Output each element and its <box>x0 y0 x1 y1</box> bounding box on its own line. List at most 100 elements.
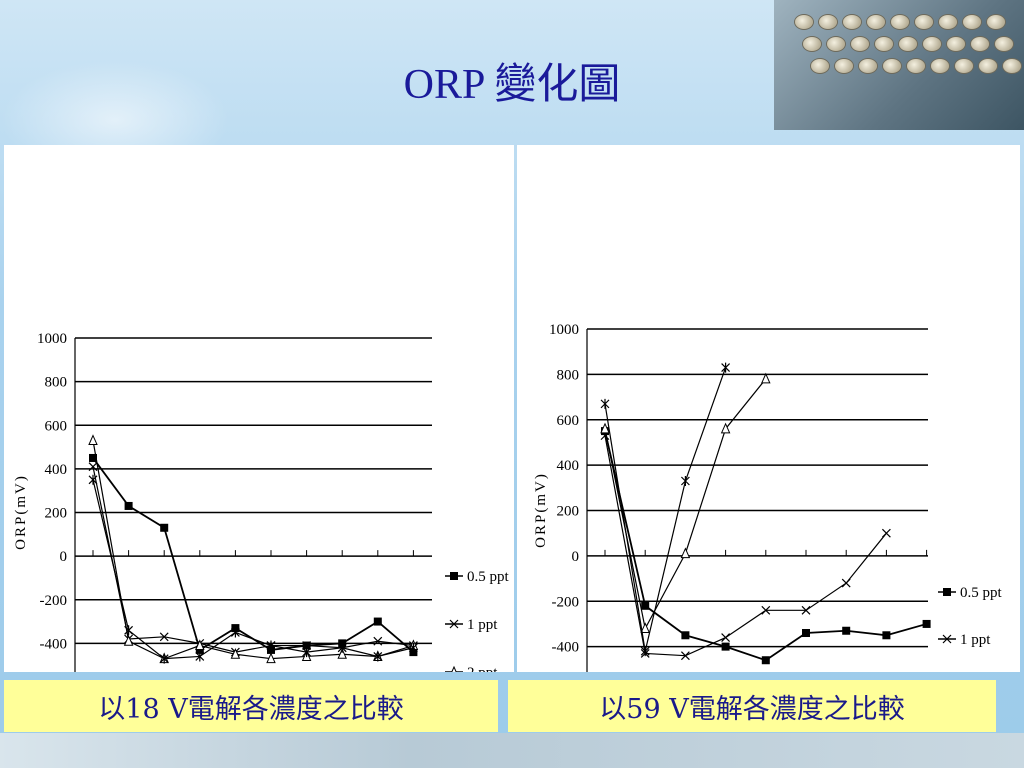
y-tick-label: -400 <box>40 636 68 652</box>
typewriter-key <box>850 36 870 52</box>
typewriter-key <box>802 36 822 52</box>
marker-star <box>195 651 205 662</box>
legend-label: 1 ppt <box>467 617 498 633</box>
series-line-2-ppt <box>604 378 767 631</box>
marker-triangle <box>88 434 98 446</box>
typewriter-key <box>954 58 974 74</box>
marker-star <box>408 642 418 653</box>
marker-star <box>266 640 276 651</box>
y-tick-label: 600 <box>45 418 68 434</box>
marker-triangle <box>266 652 276 664</box>
marker-triangle <box>600 422 610 434</box>
series-line-0-5-ppt <box>92 457 414 653</box>
y-tick-label: -400 <box>552 640 580 656</box>
typewriter-key <box>826 36 846 52</box>
typewriter-key <box>914 14 934 30</box>
marker-star <box>337 642 347 653</box>
caption-18v: 以18 V電解各濃度之比較 <box>4 680 498 732</box>
marker-square <box>842 626 851 635</box>
orp-chart-18v: 10008006004002000-200-400-60005101520253… <box>13 331 510 672</box>
marker-x <box>88 462 98 472</box>
marker-square <box>641 601 650 610</box>
y-tick-label: 1000 <box>37 331 67 347</box>
marker-x <box>881 528 891 538</box>
typewriter-key <box>986 14 1006 30</box>
typewriter-key <box>994 36 1014 52</box>
typewriter-key <box>962 14 982 30</box>
marker-square <box>761 656 770 665</box>
orp-chart-59v: 10008006004002000-200-400-60005101520253… <box>533 322 1003 672</box>
marker-x <box>680 651 690 661</box>
newspaper-image <box>0 733 1024 768</box>
slide-title: ORP 變化圖 <box>403 62 621 108</box>
marker-star <box>640 646 650 657</box>
marker-x <box>721 633 731 642</box>
marker-star <box>230 627 240 638</box>
typewriter-key <box>794 14 814 30</box>
series-line-3-ppt <box>604 367 727 652</box>
marker-triangle <box>680 547 691 559</box>
marker-x <box>373 636 383 646</box>
typewriter-key <box>930 58 950 74</box>
legend-label: 0.5 ppt <box>960 585 1003 601</box>
typewriter-key <box>874 36 894 52</box>
typewriter-key <box>906 58 926 74</box>
typewriter-keys <box>784 8 1022 88</box>
marker-square <box>124 501 133 510</box>
marker-triangle <box>761 372 771 384</box>
y-tick-label: 200 <box>557 504 580 520</box>
marker-x <box>302 641 312 650</box>
marker-triangle <box>123 634 134 646</box>
marker-x <box>159 632 169 642</box>
chart-panel-right: 10008006004002000-200-400-60005101520253… <box>517 145 1020 672</box>
marker-square <box>160 523 169 532</box>
typewriter-image <box>774 0 1024 130</box>
marker-triangle <box>337 648 347 659</box>
typewriter-key <box>810 58 830 74</box>
typewriter-key <box>938 14 958 30</box>
marker-square <box>922 619 931 628</box>
marker-square <box>802 629 810 638</box>
marker-x <box>449 619 459 629</box>
marker-x <box>841 578 851 588</box>
typewriter-key <box>922 36 942 52</box>
y-tick-label: 0 <box>572 549 580 565</box>
legend-label: 1 ppt <box>960 632 991 648</box>
typewriter-key <box>946 36 966 52</box>
marker-square <box>373 617 382 626</box>
typewriter-key <box>882 58 902 74</box>
marker-triangle <box>230 648 241 659</box>
y-tick-label: -200 <box>40 593 68 609</box>
marker-square <box>681 631 690 640</box>
typewriter-key <box>858 58 878 74</box>
marker-triangle <box>720 422 731 434</box>
marker-square <box>882 631 891 640</box>
legend-label: 2 ppt <box>467 665 498 672</box>
typewriter-key <box>818 14 838 30</box>
y-axis-title: ORP(mV) <box>13 474 29 550</box>
legend-label: 0.5 ppt <box>467 569 510 585</box>
marker-star <box>302 647 312 658</box>
series-line-3-ppt <box>92 479 414 660</box>
y-tick-label: 400 <box>45 462 68 478</box>
marker-triangle <box>195 639 205 651</box>
y-tick-label: 800 <box>45 375 68 391</box>
y-tick-label: 800 <box>557 367 580 383</box>
typewriter-key <box>866 14 886 30</box>
typewriter-key <box>890 14 910 30</box>
marker-star <box>124 625 134 636</box>
marker-square <box>450 572 458 580</box>
marker-triangle <box>451 665 457 672</box>
typewriter-key <box>842 14 862 30</box>
y-tick-label: 400 <box>557 458 580 474</box>
series-line-1-ppt <box>92 466 414 653</box>
typewriter-key <box>1002 58 1022 74</box>
y-tick-label: 600 <box>557 413 580 429</box>
marker-star <box>600 398 610 409</box>
marker-triangle <box>640 622 650 633</box>
chart-panel-left: 10008006004002000-200-400-60005101520253… <box>4 145 514 672</box>
typewriter-key <box>978 58 998 74</box>
y-tick-label: 1000 <box>549 322 579 338</box>
y-tick-label: -200 <box>552 594 580 610</box>
marker-square <box>721 642 730 651</box>
